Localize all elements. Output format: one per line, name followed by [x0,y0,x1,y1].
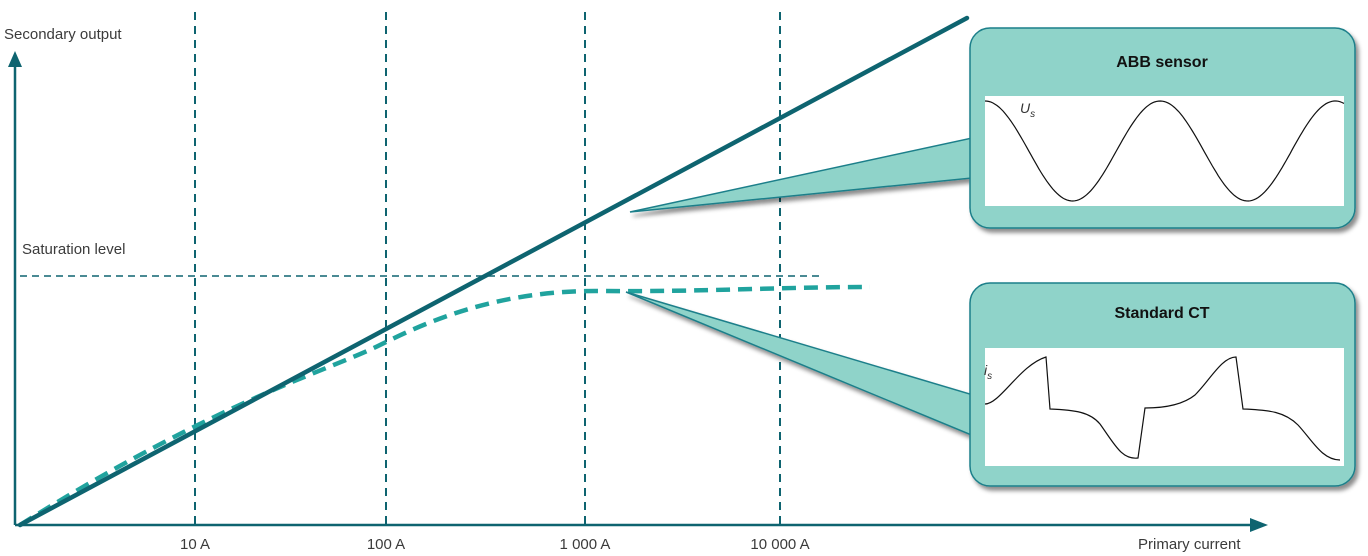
x-axis-arrow [1250,518,1268,532]
x-axis-label: Primary current [1138,536,1241,553]
distorted-waveform [984,356,1341,461]
y-axis-arrow [8,51,22,67]
standard-ct-title: Standard CT [1114,305,1210,322]
abb-sensor-title: ABB sensor [1116,54,1208,71]
abb-sensor-series-line [17,15,970,528]
gridlines [20,12,820,525]
is-signal-label: is [984,362,993,382]
axes [8,51,1268,532]
y-axis-label: Secondary output [4,26,122,43]
x-tick-label: 100 A [366,536,406,553]
series-layer [17,15,970,528]
abb-waveform-panel [985,96,1344,206]
x-tick-label: 10 A [179,536,211,553]
us-signal-label: Us [1020,100,1036,120]
x-tick-label: 1 000 A [559,536,611,553]
x-tick-label: 10 000 A [750,536,810,553]
callout-pointer [625,291,973,437]
saturation-level-label: Saturation level [22,241,126,258]
callouts [625,27,1356,487]
callout-pointer [629,137,973,213]
standard-ct-series-line [18,284,871,527]
sine-waveform [984,100,1345,202]
